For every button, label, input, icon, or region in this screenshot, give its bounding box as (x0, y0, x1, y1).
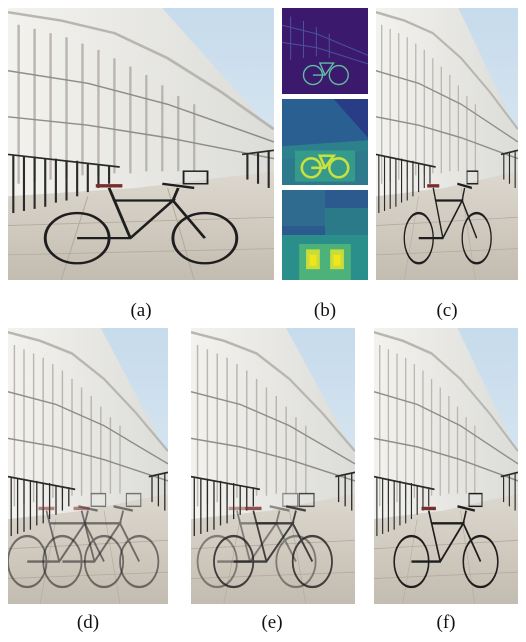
panel-c-output-image (376, 8, 518, 280)
panel-d-image (8, 328, 168, 604)
caption-b: (b) (313, 300, 337, 321)
caption-e: (e) (261, 612, 283, 633)
panel-e-image (191, 328, 355, 604)
caption-d: (d) (76, 612, 100, 633)
caption-f: (f) (436, 612, 456, 633)
panel-a-input-image (8, 8, 274, 280)
caption-a: (a) (130, 300, 152, 321)
panel-f-image (374, 328, 518, 604)
panel-b-heatmap-fine (282, 8, 368, 94)
panel-b-heatmap-coarse (282, 190, 368, 280)
caption-c: (c) (436, 300, 458, 321)
panel-b-heatmap-mid (282, 99, 368, 185)
